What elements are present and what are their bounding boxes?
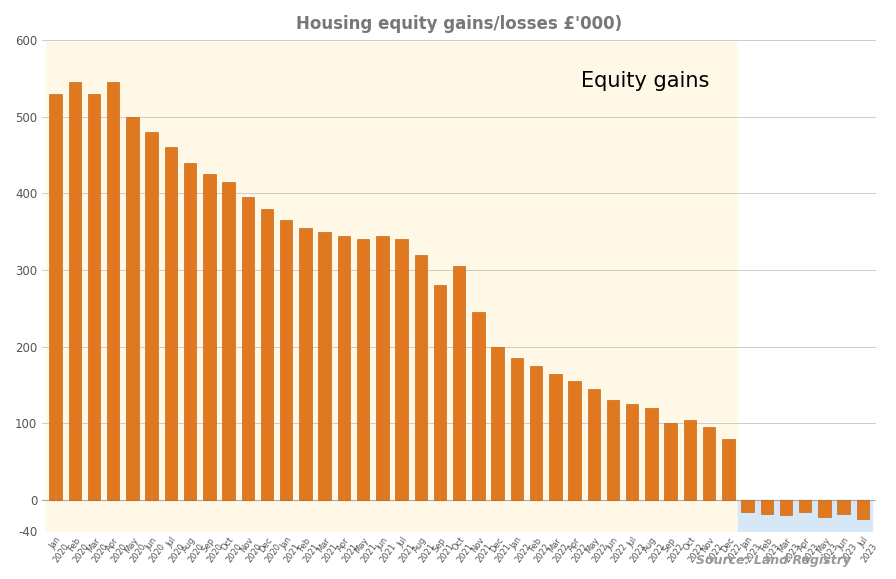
Bar xyxy=(588,389,600,500)
Bar xyxy=(684,420,696,500)
Bar xyxy=(491,347,504,500)
Bar xyxy=(472,312,485,500)
Bar xyxy=(88,94,100,500)
Bar xyxy=(665,423,676,500)
Bar xyxy=(261,209,273,500)
Bar xyxy=(857,500,869,519)
Bar xyxy=(107,82,119,500)
Bar xyxy=(702,427,715,500)
Bar xyxy=(434,285,446,500)
Bar xyxy=(607,401,619,500)
Title: Housing equity gains/losses £'000): Housing equity gains/losses £'000) xyxy=(297,15,623,33)
Bar xyxy=(49,94,62,500)
Bar xyxy=(645,408,658,500)
Bar xyxy=(376,236,389,500)
Bar xyxy=(761,500,773,514)
Text: Equity gains: Equity gains xyxy=(581,71,709,91)
Bar xyxy=(242,197,254,500)
Bar xyxy=(549,373,562,500)
Text: Source: Land Registry: Source: Land Registry xyxy=(696,555,851,567)
Bar xyxy=(203,174,216,500)
Bar xyxy=(338,236,350,500)
Bar xyxy=(222,182,235,500)
Bar xyxy=(165,148,177,500)
Bar xyxy=(299,228,312,500)
Bar xyxy=(280,220,292,500)
Bar xyxy=(530,366,542,500)
Bar xyxy=(511,358,523,500)
Bar xyxy=(741,500,754,511)
Bar xyxy=(126,117,139,500)
Bar xyxy=(184,163,196,500)
Bar xyxy=(357,239,369,500)
Bar xyxy=(799,500,812,511)
Bar xyxy=(415,255,427,500)
Bar xyxy=(818,500,831,517)
Bar xyxy=(722,439,735,500)
Bar xyxy=(453,266,465,500)
Bar xyxy=(780,500,792,515)
Bar xyxy=(145,132,158,500)
Bar xyxy=(68,82,81,500)
Bar xyxy=(395,239,408,500)
Bar xyxy=(838,500,850,514)
Bar xyxy=(318,232,331,500)
Bar xyxy=(626,404,639,500)
Bar xyxy=(568,381,581,500)
